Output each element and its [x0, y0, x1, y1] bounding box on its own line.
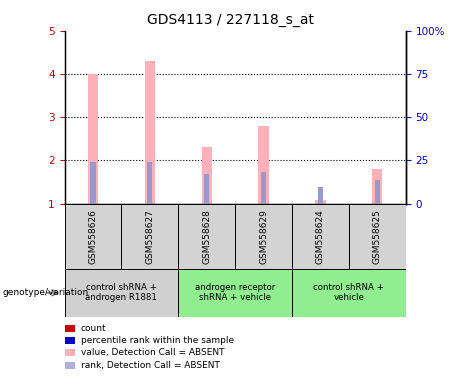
Bar: [204, 174, 209, 204]
Bar: [178, 269, 292, 317]
Text: GSM558629: GSM558629: [259, 209, 268, 263]
Text: GSM558628: GSM558628: [202, 209, 211, 263]
Text: control shRNA +
androgen R1881: control shRNA + androgen R1881: [85, 283, 157, 303]
Text: value, Detection Call = ABSENT: value, Detection Call = ABSENT: [81, 348, 224, 358]
Bar: [292, 204, 349, 269]
Bar: [261, 172, 266, 204]
Bar: [259, 126, 269, 204]
Text: control shRNA +
vehicle: control shRNA + vehicle: [313, 283, 384, 303]
Bar: [65, 269, 178, 317]
Bar: [201, 147, 212, 204]
Bar: [88, 74, 98, 204]
Bar: [372, 169, 382, 204]
Bar: [235, 204, 292, 269]
Bar: [375, 180, 380, 204]
Bar: [318, 187, 323, 204]
Bar: [90, 162, 95, 204]
Bar: [292, 269, 406, 317]
Text: percentile rank within the sample: percentile rank within the sample: [81, 336, 234, 345]
Bar: [178, 204, 235, 269]
Text: GSM558627: GSM558627: [145, 209, 154, 263]
Bar: [65, 204, 121, 269]
Bar: [147, 162, 153, 204]
Text: rank, Detection Call = ABSENT: rank, Detection Call = ABSENT: [81, 361, 219, 370]
Text: androgen receptor
shRNA + vehicle: androgen receptor shRNA + vehicle: [195, 283, 275, 303]
Bar: [349, 204, 406, 269]
Text: GSM558624: GSM558624: [316, 209, 325, 263]
Text: GSM558625: GSM558625: [373, 209, 382, 263]
Text: genotype/variation: genotype/variation: [2, 288, 89, 297]
Bar: [315, 200, 325, 204]
Text: count: count: [81, 324, 106, 333]
Bar: [145, 61, 155, 204]
Bar: [121, 204, 178, 269]
Text: GSM558626: GSM558626: [89, 209, 97, 263]
Text: GDS4113 / 227118_s_at: GDS4113 / 227118_s_at: [147, 13, 314, 27]
